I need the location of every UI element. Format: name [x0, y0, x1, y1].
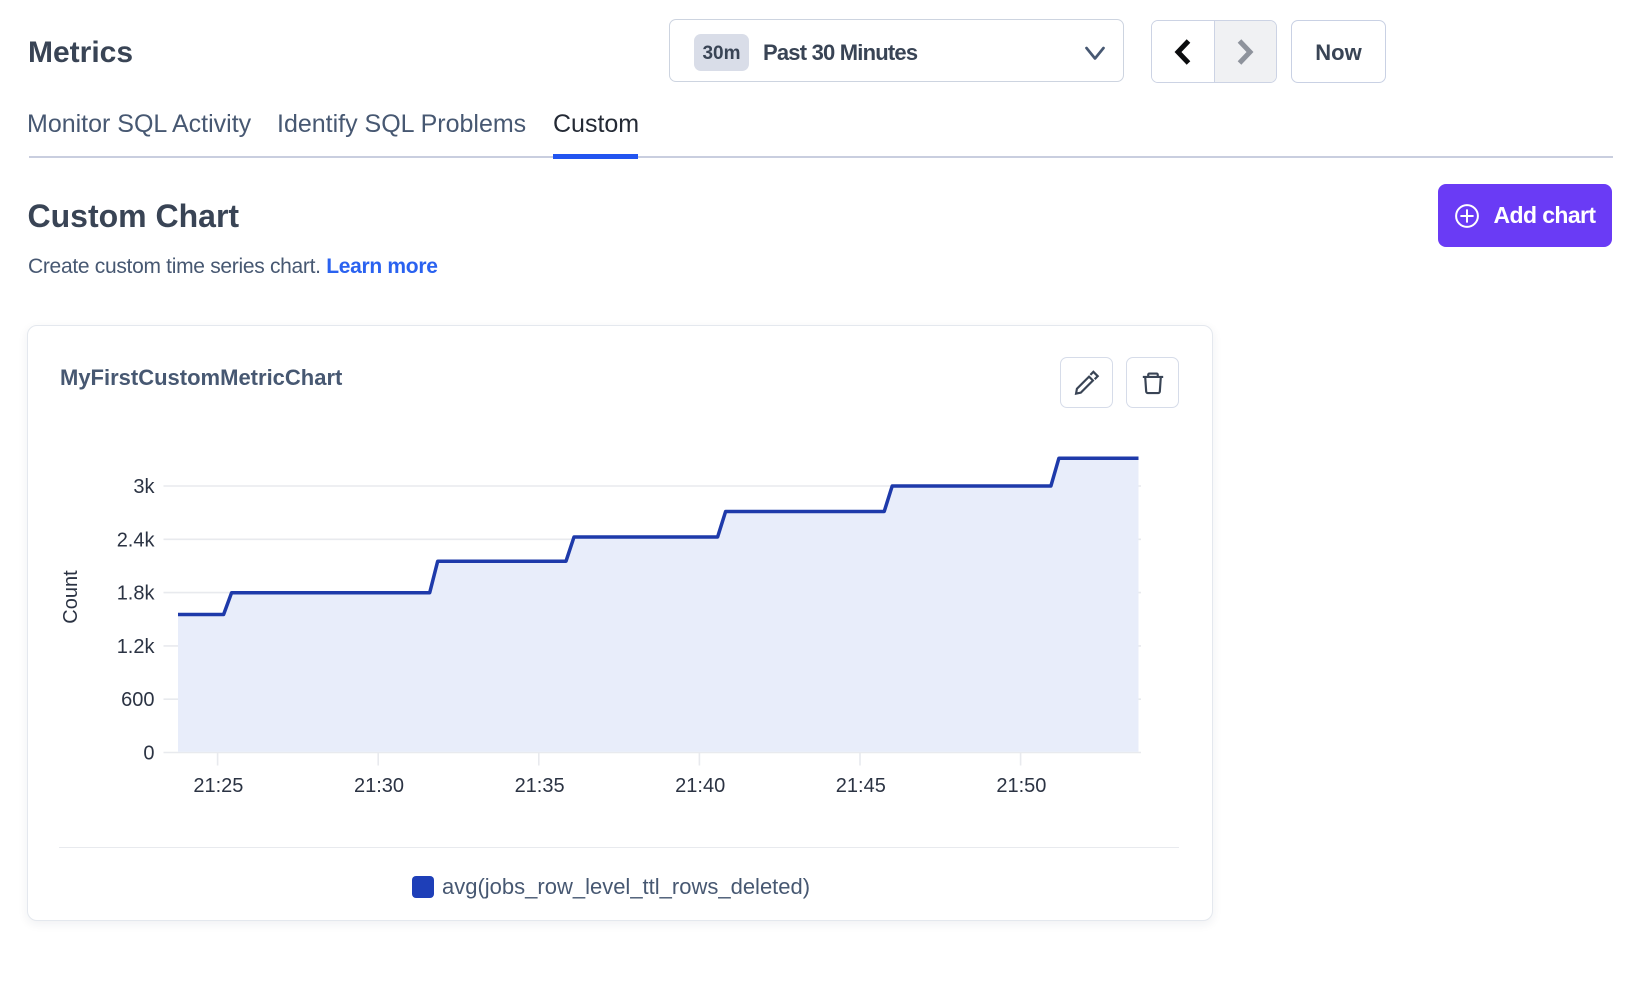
svg-text:600: 600	[121, 689, 154, 711]
svg-text:1.2k: 1.2k	[117, 636, 156, 658]
svg-text:Count: Count	[60, 570, 82, 624]
svg-text:0: 0	[143, 743, 154, 765]
svg-text:21:25: 21:25	[193, 775, 243, 797]
svg-text:21:50: 21:50	[996, 775, 1046, 797]
svg-text:21:30: 21:30	[354, 775, 404, 797]
svg-text:2.4k: 2.4k	[117, 529, 156, 551]
svg-text:21:35: 21:35	[515, 775, 565, 797]
svg-text:1.8k: 1.8k	[117, 583, 156, 605]
svg-text:21:45: 21:45	[836, 775, 886, 797]
svg-text:3k: 3k	[133, 476, 155, 498]
svg-text:21:40: 21:40	[675, 775, 725, 797]
